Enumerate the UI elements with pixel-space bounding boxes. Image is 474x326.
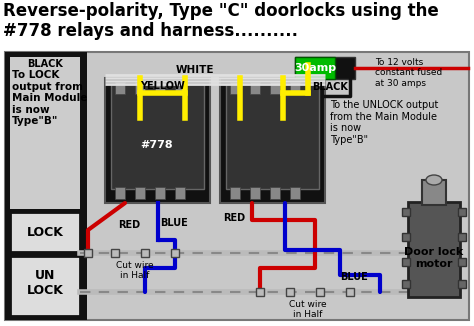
Bar bbox=[402, 233, 410, 241]
Text: Cut wire
in Half: Cut wire in Half bbox=[289, 300, 327, 319]
Text: RED: RED bbox=[118, 220, 140, 230]
Bar bbox=[105, 78, 210, 203]
Bar bbox=[135, 82, 145, 94]
Bar bbox=[346, 288, 354, 296]
Bar bbox=[115, 187, 125, 199]
Bar bbox=[111, 84, 204, 189]
Bar bbox=[141, 249, 149, 257]
Bar bbox=[295, 57, 335, 79]
Bar bbox=[111, 249, 119, 257]
Text: BLACK: BLACK bbox=[27, 59, 63, 69]
Bar bbox=[115, 82, 125, 94]
Bar bbox=[286, 288, 294, 296]
Text: WHITE: WHITE bbox=[176, 65, 214, 75]
Bar bbox=[10, 57, 80, 209]
Bar bbox=[402, 208, 410, 216]
Bar bbox=[422, 180, 446, 205]
Bar bbox=[135, 187, 145, 199]
Bar bbox=[402, 258, 410, 266]
Bar bbox=[230, 82, 240, 94]
Bar bbox=[458, 280, 466, 288]
Bar bbox=[230, 187, 240, 199]
Text: To 12 volts
constant fused
at 30 amps: To 12 volts constant fused at 30 amps bbox=[375, 58, 442, 88]
Text: BLUE: BLUE bbox=[160, 218, 188, 228]
Text: Reverse-polarity, Type "C" doorlocks using the: Reverse-polarity, Type "C" doorlocks usi… bbox=[3, 2, 439, 20]
Bar bbox=[290, 82, 300, 94]
Bar bbox=[226, 84, 319, 189]
Text: To LOCK
output from
Main Module
is now
Type"B": To LOCK output from Main Module is now T… bbox=[12, 70, 87, 126]
Bar bbox=[316, 288, 324, 296]
Bar bbox=[155, 82, 165, 94]
Text: LOCK: LOCK bbox=[27, 226, 64, 239]
Bar bbox=[290, 187, 300, 199]
Bar bbox=[250, 187, 260, 199]
Bar bbox=[458, 233, 466, 241]
Text: BLUE: BLUE bbox=[340, 272, 368, 282]
Text: RED: RED bbox=[223, 213, 245, 223]
Bar bbox=[402, 280, 410, 288]
Bar bbox=[458, 208, 466, 216]
Bar bbox=[408, 202, 460, 297]
Text: To the UNLOCK output
from the Main Module
is now
Type"B": To the UNLOCK output from the Main Modul… bbox=[330, 100, 438, 145]
Bar bbox=[5, 52, 469, 320]
Text: 30amp: 30amp bbox=[294, 63, 336, 73]
Text: BLACK: BLACK bbox=[312, 82, 348, 92]
Ellipse shape bbox=[426, 175, 442, 185]
Bar bbox=[175, 82, 185, 94]
Bar bbox=[256, 288, 264, 296]
Bar bbox=[10, 256, 80, 316]
Text: Door lock
motor: Door lock motor bbox=[404, 247, 464, 269]
Bar bbox=[250, 82, 260, 94]
Bar bbox=[155, 187, 165, 199]
Bar bbox=[295, 57, 355, 79]
Bar bbox=[270, 187, 280, 199]
Text: YELLOW: YELLOW bbox=[140, 81, 184, 91]
Bar bbox=[458, 258, 466, 266]
Bar bbox=[10, 212, 80, 252]
Bar bbox=[270, 82, 280, 94]
Text: Cut wire
in Half: Cut wire in Half bbox=[116, 261, 154, 280]
Text: #778: #778 bbox=[141, 140, 173, 150]
Bar bbox=[175, 187, 185, 199]
Text: #778 relays and harness..........: #778 relays and harness.......... bbox=[3, 22, 298, 40]
Bar bbox=[84, 249, 92, 257]
Text: UN
LOCK: UN LOCK bbox=[27, 269, 64, 297]
Bar bbox=[171, 249, 179, 257]
Bar bbox=[5, 52, 87, 320]
Bar bbox=[220, 78, 325, 203]
